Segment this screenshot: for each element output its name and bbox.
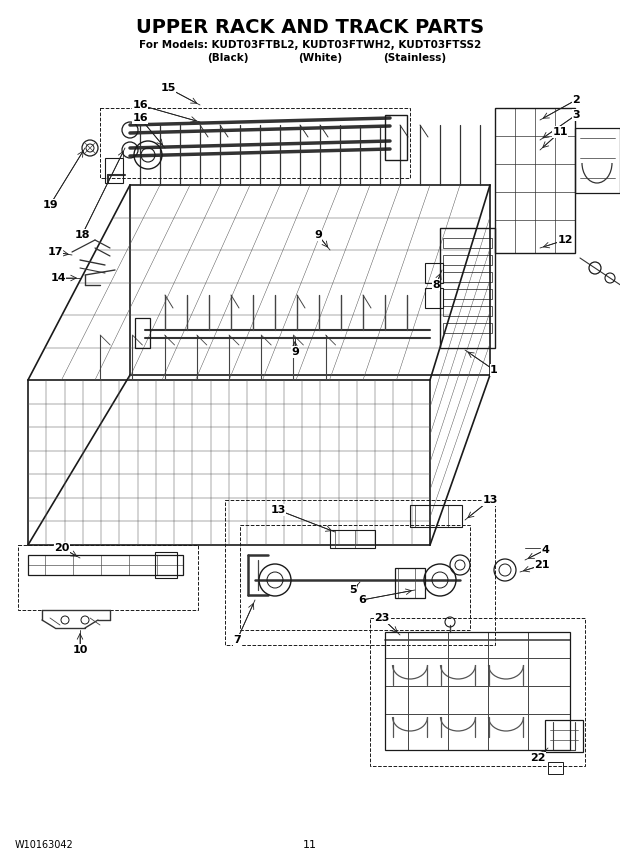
Text: 6: 6 [358, 595, 366, 605]
Text: 16: 16 [132, 100, 148, 110]
Text: 13: 13 [482, 495, 498, 505]
Text: 16: 16 [132, 113, 148, 123]
Text: UPPER RACK AND TRACK PARTS: UPPER RACK AND TRACK PARTS [136, 18, 484, 37]
Bar [443, 255, 492, 265]
Bar [443, 238, 492, 248]
Text: 22: 22 [530, 753, 546, 763]
Text: 17: 17 [47, 247, 63, 257]
Text: 2: 2 [572, 95, 580, 105]
Text: (Black): (Black) [207, 53, 249, 63]
Text: 20: 20 [55, 543, 69, 553]
Text: 1: 1 [490, 365, 498, 375]
Text: 21: 21 [534, 560, 550, 570]
Bar [225, 500, 495, 645]
Text: (White): (White) [298, 53, 342, 63]
Bar [443, 289, 492, 299]
Text: 23: 23 [374, 613, 390, 623]
Bar [105, 158, 123, 183]
Text: 8: 8 [432, 280, 440, 290]
Bar [385, 115, 407, 160]
Bar [155, 552, 177, 578]
Text: 12: 12 [557, 235, 573, 245]
Bar [100, 108, 410, 178]
Text: 5: 5 [349, 585, 357, 595]
Bar [18, 545, 198, 610]
Text: For Models: KUDT03FTBL2, KUDT03FTWH2, KUDT03FTSS2: For Models: KUDT03FTBL2, KUDT03FTWH2, KU… [139, 40, 481, 50]
Text: 7: 7 [233, 635, 241, 645]
Text: 13: 13 [270, 505, 286, 515]
Bar [135, 318, 150, 348]
Text: 11: 11 [303, 840, 317, 850]
Bar [425, 263, 443, 283]
Text: 9: 9 [291, 347, 299, 357]
Bar [330, 530, 375, 548]
Text: 15: 15 [161, 83, 175, 93]
Text: 9: 9 [314, 230, 322, 240]
Bar [240, 525, 470, 630]
Bar [28, 555, 183, 575]
Bar [548, 762, 563, 774]
Bar [545, 720, 583, 752]
Text: W10163042: W10163042 [15, 840, 74, 850]
Bar [385, 632, 570, 750]
Text: 4: 4 [541, 545, 549, 555]
Bar [575, 128, 620, 193]
Text: (Stainless): (Stainless) [383, 53, 446, 63]
Bar [443, 272, 492, 282]
Text: 14: 14 [50, 273, 66, 283]
Text: 19: 19 [42, 200, 58, 210]
Bar [495, 108, 575, 253]
Bar [443, 323, 492, 333]
Bar [425, 288, 443, 308]
Text: 11: 11 [552, 127, 568, 137]
Bar [370, 618, 585, 766]
Bar [440, 228, 495, 348]
Text: 3: 3 [572, 110, 580, 120]
Text: 18: 18 [74, 230, 90, 240]
Bar [443, 306, 492, 316]
Text: 10: 10 [73, 645, 87, 655]
Bar [395, 568, 425, 598]
Bar [410, 505, 462, 527]
